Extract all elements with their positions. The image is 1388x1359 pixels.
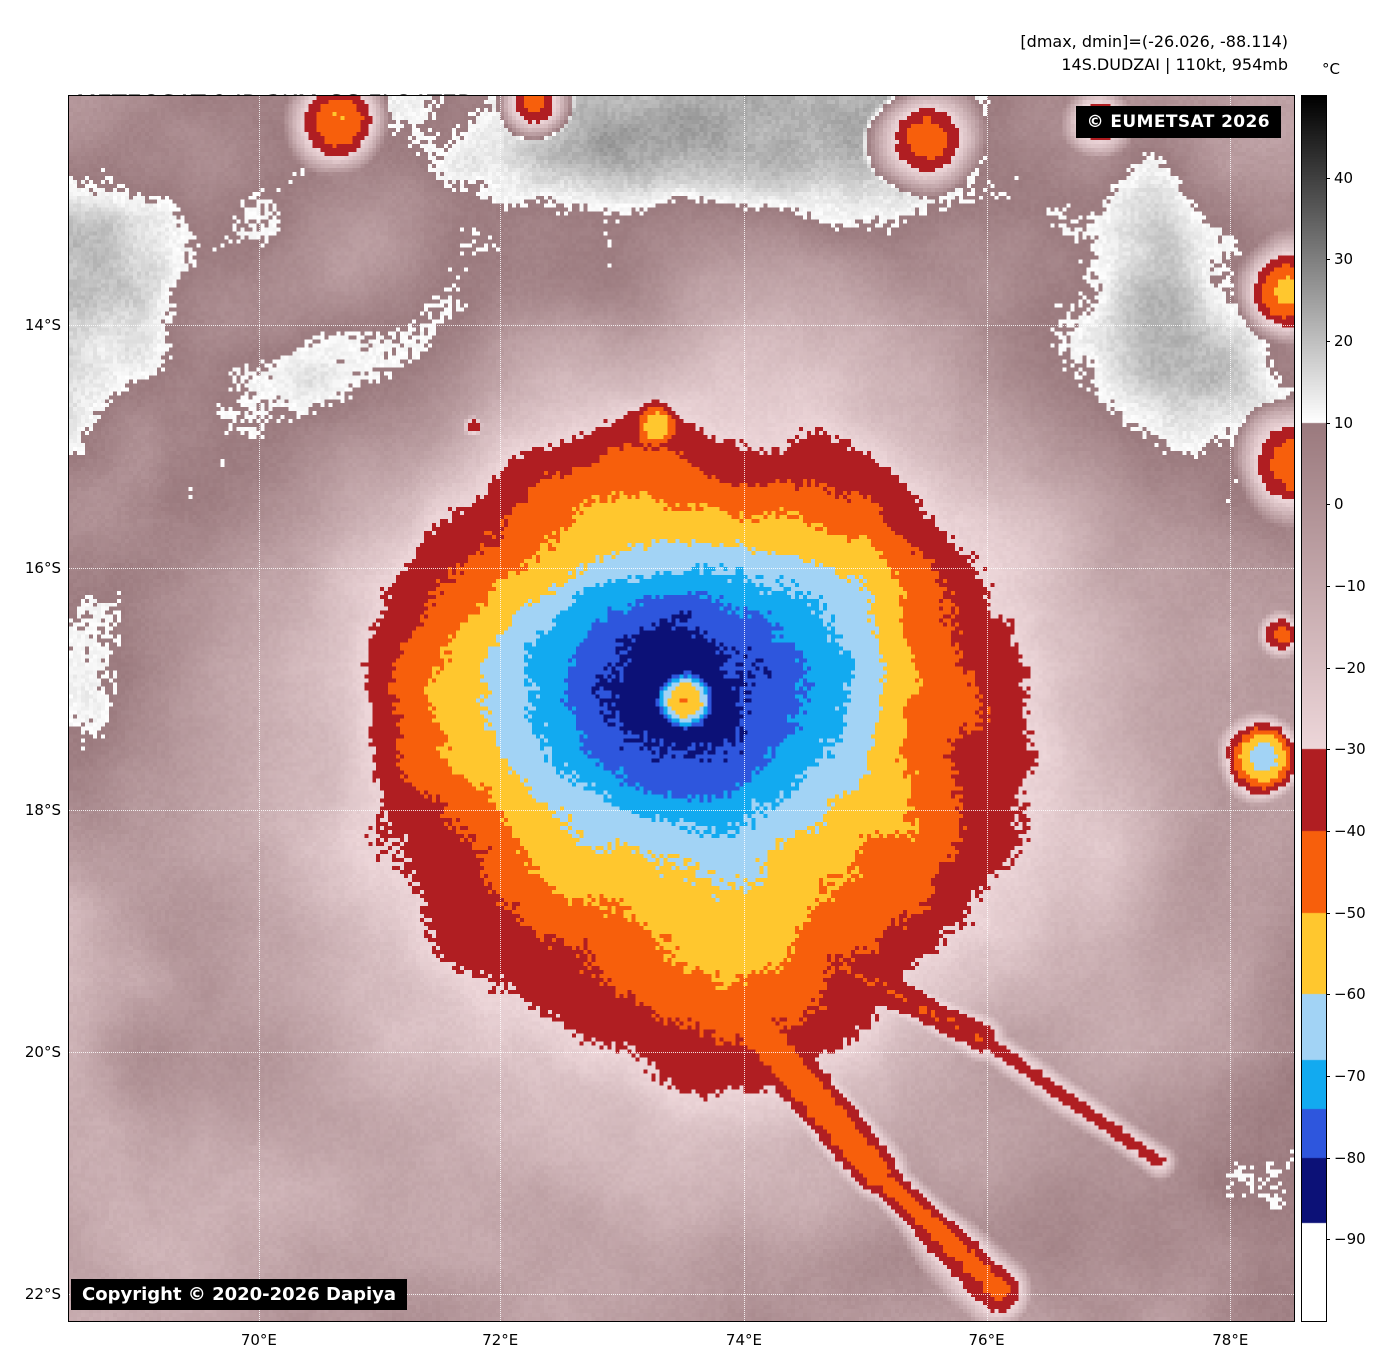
colorbar-tick-mark xyxy=(1326,749,1330,751)
colorbar-tick-mark xyxy=(1326,259,1330,261)
satellite-image-canvas xyxy=(69,96,1294,1321)
latitude-tick-label: 16°S xyxy=(24,558,61,577)
colorbar-tick-mark xyxy=(1326,1076,1330,1077)
colorbar-tick-mark xyxy=(1326,586,1330,587)
colorbar-tick-mark xyxy=(1326,667,1330,669)
colorbar-tick-label: −10 xyxy=(1334,577,1366,595)
longitude-tick-label: 78°E xyxy=(1212,1331,1249,1349)
colorbar-tick-mark xyxy=(1326,1239,1330,1241)
colorbar-tick-label: 40 xyxy=(1334,168,1354,187)
colorbar-tick-mark xyxy=(1326,422,1330,424)
colorbar-canvas xyxy=(1302,96,1326,1321)
storm-info-label: 14S.DUDZAI | 110kt, 954mb xyxy=(1061,55,1288,75)
latitude-tick-label: 20°S xyxy=(24,1042,61,1061)
eumetsat-credit-badge: © EUMETSAT 2026 xyxy=(1075,106,1281,138)
latitude-tick-label: 22°S xyxy=(24,1285,61,1304)
colorbar-tick-mark xyxy=(1326,504,1330,506)
colorbar-tick-mark xyxy=(1326,177,1330,179)
colorbar-tick-label: −50 xyxy=(1334,903,1366,922)
colorbar-tick-label: 10 xyxy=(1334,413,1354,432)
longitude-tick-label: 74°E xyxy=(725,1331,763,1349)
colorbar-tick-label: −20 xyxy=(1334,658,1366,677)
colorbar-tick-label: −80 xyxy=(1334,1148,1366,1167)
colorbar-tick-label: −90 xyxy=(1334,1230,1366,1249)
plot-area: © EUMETSAT 2026 Copyright © 2020-2026 Da… xyxy=(25,95,1295,1349)
longitude-tick-label: 76°E xyxy=(968,1331,1005,1349)
colorbar-tick-mark xyxy=(1326,341,1330,342)
colorbar-tick-label: 20 xyxy=(1334,332,1354,350)
latitude-tick-label: 14°S xyxy=(24,316,61,335)
colorbar-tick-mark xyxy=(1326,912,1330,914)
longitude-tick-label: 72°E xyxy=(482,1331,519,1349)
colorbar-unit-label: °C xyxy=(1322,60,1340,78)
latitude-tick-label: 18°S xyxy=(24,801,61,820)
colorbar-tick-mark xyxy=(1326,831,1330,832)
colorbar: 40 30 20 10 0 −10 −20 −30 −40 −50 −60 −70 −80 −90 xyxy=(1301,95,1366,1322)
dmax-dmin-label: [dmax, dmin]=(-26.026, -88.114) xyxy=(1020,32,1288,51)
colorbar-tick-label: −40 xyxy=(1334,822,1366,840)
header-annotations: [dmax, dmin]=(-26.026, -88.114) 14S.DUDZ… xyxy=(1020,30,1288,76)
colorbar-tick-label: −30 xyxy=(1334,740,1366,759)
colorbar-tick-label: 30 xyxy=(1334,250,1354,269)
colorbar-tick-label: 0 xyxy=(1334,495,1344,514)
colorbar-tick-mark xyxy=(1326,1157,1330,1159)
colorbar-tick-label: −70 xyxy=(1334,1067,1366,1085)
colorbar-tick-label: −60 xyxy=(1334,985,1366,1004)
colorbar-tick-mark xyxy=(1326,994,1330,996)
copyright-badge: Copyright © 2020-2026 Dapiya xyxy=(71,1279,408,1310)
longitude-tick-label: 70°E xyxy=(240,1331,277,1349)
